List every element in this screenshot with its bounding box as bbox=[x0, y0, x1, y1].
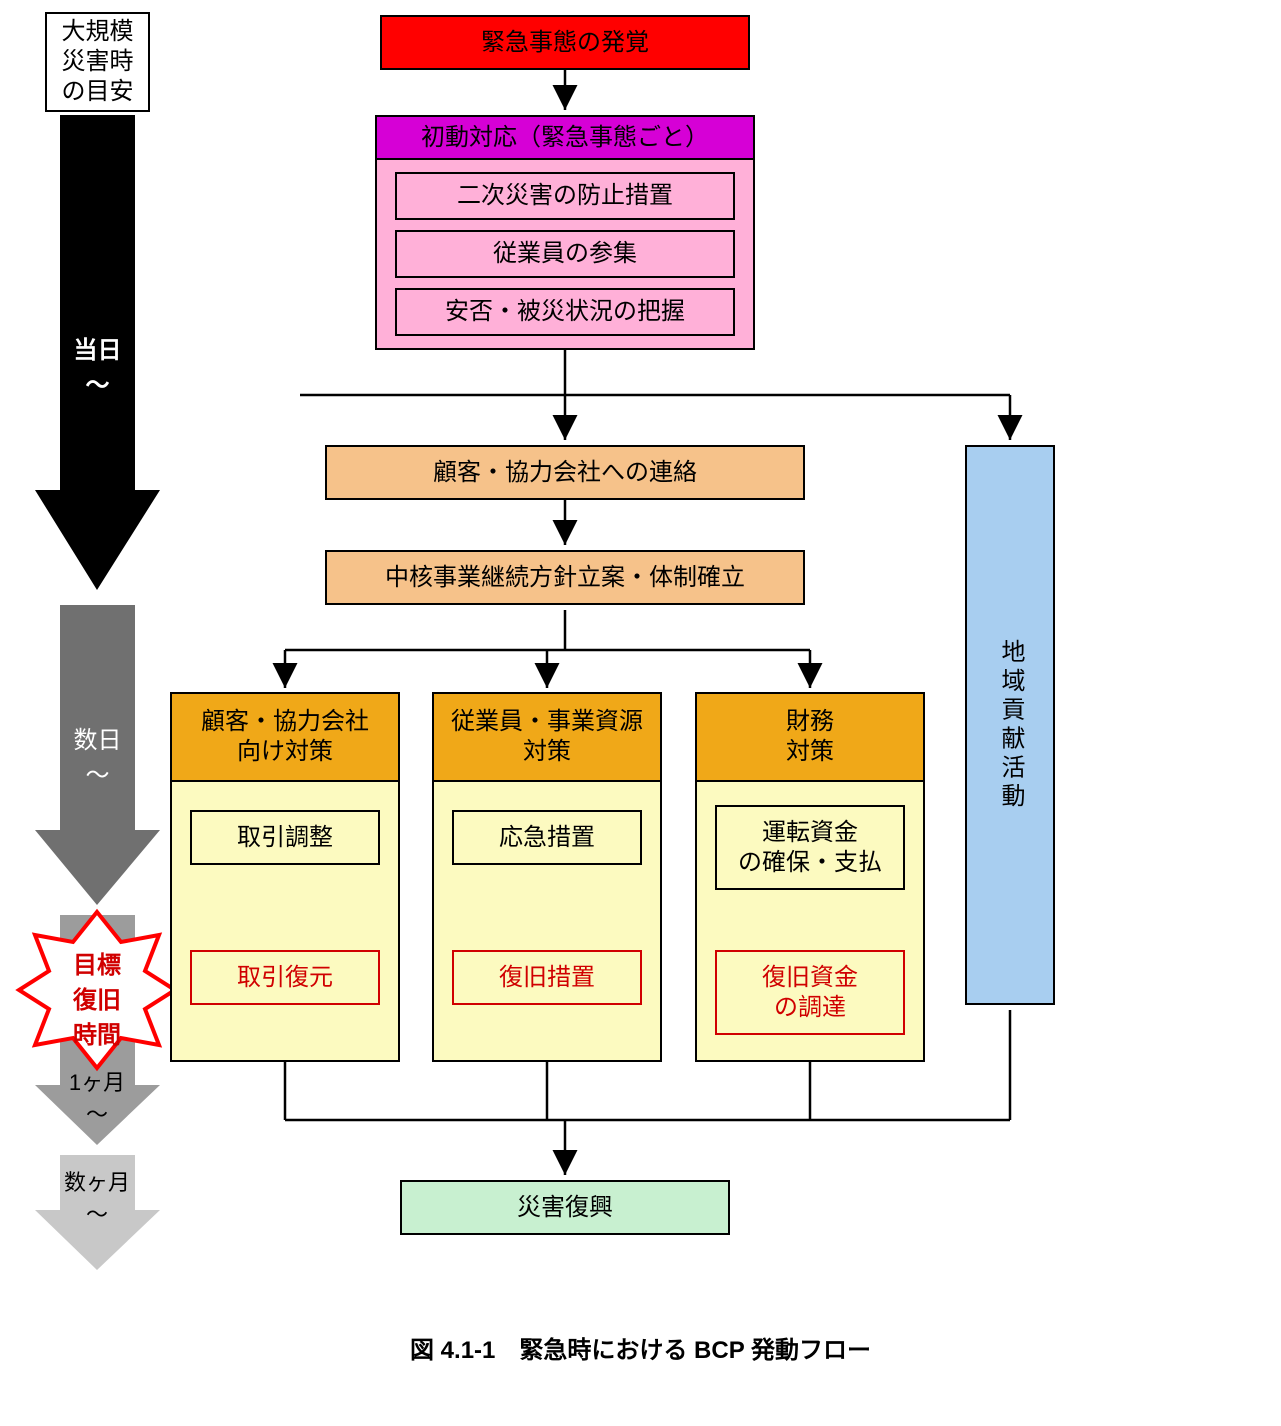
timeline-star-label: 目標 復旧 時間 bbox=[47, 945, 147, 1050]
col1-box1: 取引調整 bbox=[190, 810, 380, 865]
bcp-flowchart: 大規模 災害時 の目安 当日 〜 数日 〜 目標 復旧 時間 1ヶ月 〜 数ヶ月… bbox=[0, 0, 1281, 1426]
timeline-label-1month: 1ヶ月 〜 bbox=[52, 1065, 142, 1129]
figure-caption: 図 4.1-1 緊急時における BCP 発動フロー bbox=[0, 1330, 1281, 1365]
node-emergency: 緊急事態の発覚 bbox=[380, 15, 750, 70]
node-policy: 中核事業継続方針立案・体制確立 bbox=[325, 550, 805, 605]
node-recovery: 災害復興 bbox=[400, 1180, 730, 1235]
node-initial-header: 初動対応（緊急事態ごと） bbox=[375, 115, 755, 160]
col2-box1: 応急措置 bbox=[452, 810, 642, 865]
node-initial-1: 二次災害の防止措置 bbox=[395, 172, 735, 220]
node-initial-3: 安否・被災状況の把握 bbox=[395, 288, 735, 336]
col3-box2: 復旧資金 の調達 bbox=[715, 950, 905, 1035]
node-initial-2: 従業員の参集 bbox=[395, 230, 735, 278]
col3-header: 財務 対策 bbox=[695, 692, 925, 782]
col2-header: 従業員・事業資源 対策 bbox=[432, 692, 662, 782]
col1-box2: 取引復元 bbox=[190, 950, 380, 1005]
col1-header: 顧客・協力会社 向け対策 bbox=[170, 692, 400, 782]
timeline-header: 大規模 災害時 の目安 bbox=[45, 12, 150, 112]
timeline-label-months: 数ヶ月 〜 bbox=[52, 1165, 142, 1229]
node-contact: 顧客・協力会社への連絡 bbox=[325, 445, 805, 500]
col3-box1: 運転資金 の確保・支払 bbox=[715, 805, 905, 890]
col2-box2: 復旧措置 bbox=[452, 950, 642, 1005]
node-side: 地域貢献活動 bbox=[965, 445, 1055, 1005]
timeline-label-day0: 当日 〜 bbox=[60, 330, 135, 400]
timeline-label-days: 数日 〜 bbox=[60, 720, 135, 790]
node-side-text: 地域貢献活動 bbox=[995, 639, 1025, 812]
